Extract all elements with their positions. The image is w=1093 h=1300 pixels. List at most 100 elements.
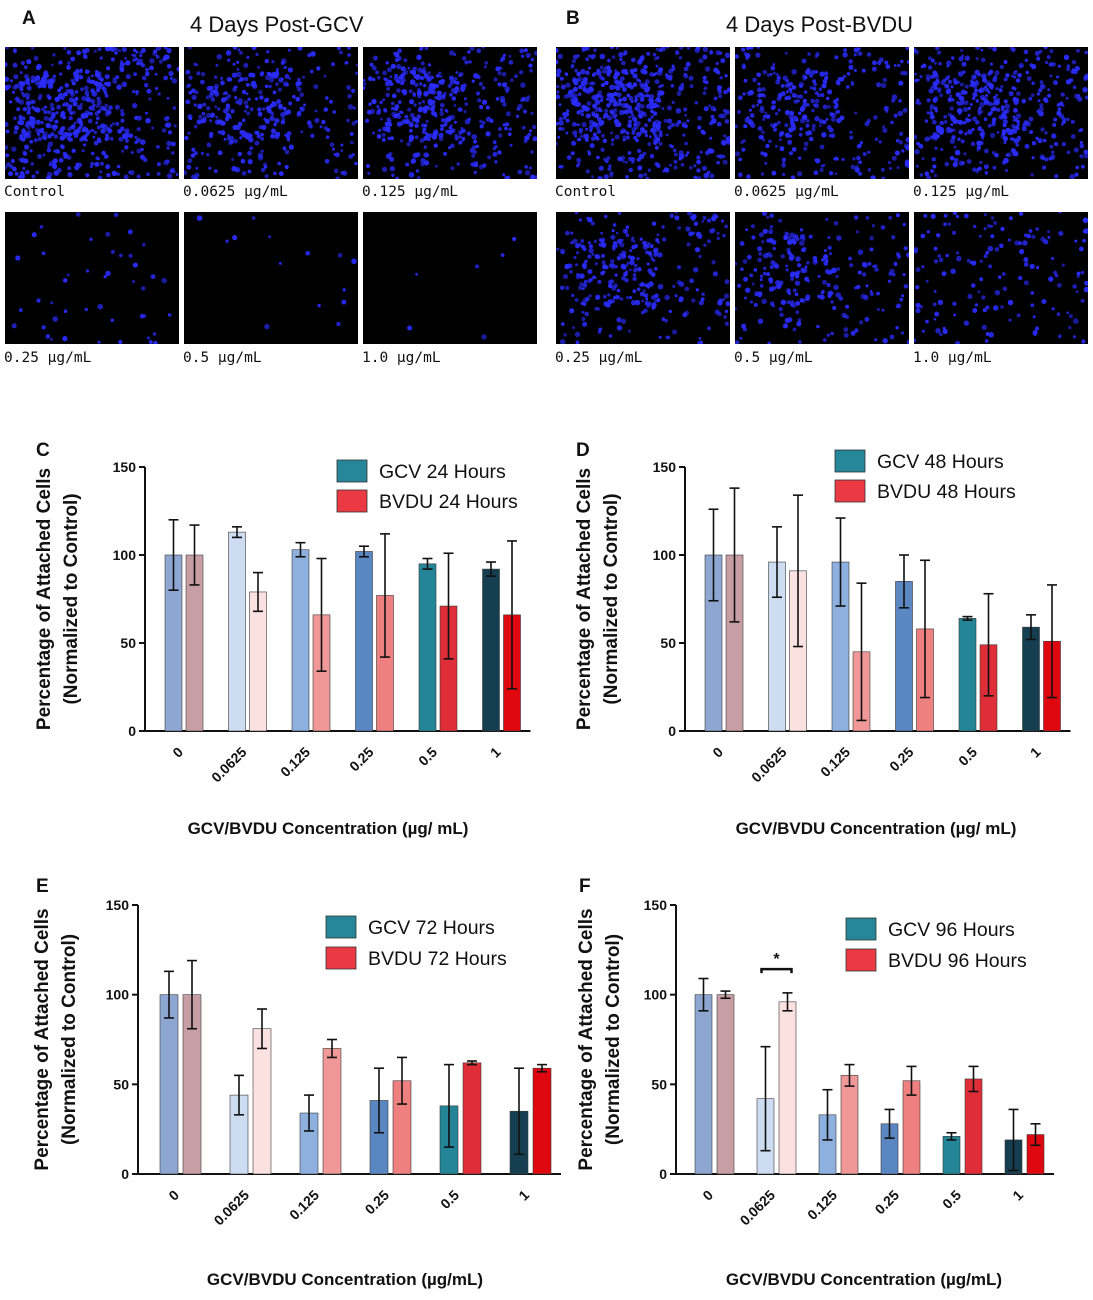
micrograph-a-1 bbox=[184, 47, 358, 179]
bar-gcv bbox=[291, 549, 310, 732]
bar-bvdu bbox=[716, 994, 735, 1175]
panel-letter-b: B bbox=[566, 8, 580, 29]
legend-swatch-bvdu bbox=[845, 948, 877, 972]
y-tick-label: 100 bbox=[653, 547, 677, 563]
nuclei-image bbox=[363, 47, 537, 179]
y-tick-label: 150 bbox=[113, 459, 137, 475]
y-tick-label: 50 bbox=[651, 1076, 667, 1092]
y-tick-label: 50 bbox=[113, 1076, 129, 1092]
legend-swatch-bvdu bbox=[834, 479, 866, 503]
micrograph-b-3 bbox=[556, 212, 730, 344]
bar-bvdu bbox=[249, 591, 267, 732]
y-axis-label-sub: (Normalized to Control) bbox=[59, 934, 80, 1145]
nuclei-image bbox=[5, 47, 179, 179]
legend-swatch-bvdu bbox=[325, 946, 357, 970]
x-tick-label: 0.25 bbox=[346, 744, 377, 775]
x-tick-label: 0.0625 bbox=[737, 1187, 779, 1229]
y-tick-label: 100 bbox=[644, 987, 668, 1003]
significance-star: * bbox=[773, 951, 780, 968]
nuclei-image bbox=[556, 47, 730, 179]
x-tick-label: 1 bbox=[1009, 1187, 1026, 1204]
micrograph-a-3 bbox=[5, 212, 179, 344]
y-tick-label: 150 bbox=[644, 897, 668, 913]
x-tick-label: 0.125 bbox=[277, 744, 313, 780]
x-tick-label: 0.5 bbox=[939, 1187, 964, 1212]
y-tick-label: 0 bbox=[668, 723, 676, 739]
micrograph-a-0 bbox=[5, 47, 179, 179]
y-tick-label: 50 bbox=[120, 635, 136, 651]
x-tick-label: 0.5 bbox=[437, 1187, 462, 1212]
nuclei-image bbox=[735, 47, 909, 179]
y-axis-label-sub: (Normalized to Control) bbox=[603, 934, 624, 1145]
micrograph-b-2 bbox=[914, 47, 1088, 179]
panel-letter: F bbox=[579, 876, 591, 897]
chart-f: F 0 50 100 150 0 0.0625 0.125 0.25 0.5 1 * Percentag… bbox=[576, 876, 1054, 1289]
micrograph-a-2 bbox=[363, 47, 537, 179]
x-tick-label: 0.25 bbox=[362, 1187, 393, 1218]
x-tick-label: 1 bbox=[1027, 744, 1044, 761]
bar-gcv bbox=[942, 1136, 961, 1175]
bar-gcv bbox=[159, 994, 179, 1175]
legend-label-bvdu: BVDU 96 Hours bbox=[888, 950, 1027, 972]
x-tick-label: 0 bbox=[699, 1187, 716, 1204]
y-tick-label: 0 bbox=[128, 723, 136, 739]
bar-gcv bbox=[482, 568, 500, 732]
panel-letter: D bbox=[576, 440, 590, 461]
micrograph-label: 0.5 µg/mL bbox=[183, 350, 262, 366]
micrograph-b-5 bbox=[914, 212, 1088, 344]
nuclei-image bbox=[184, 47, 358, 179]
micrograph-label: 0.25 µg/mL bbox=[4, 350, 92, 366]
micrograph-label: 1.0 µg/mL bbox=[362, 350, 441, 366]
y-axis-label-sub: (Normalized to Control) bbox=[61, 493, 82, 704]
panel-a-title: 4 Days Post-GCV bbox=[190, 12, 364, 37]
micrograph-label: 0.125 µg/mL bbox=[362, 184, 459, 200]
bar-bvdu bbox=[462, 1062, 482, 1175]
x-tick-label: 0 bbox=[169, 744, 186, 761]
x-tick-label: 0.5 bbox=[415, 744, 440, 769]
legend-label-gcv: GCV 24 Hours bbox=[379, 461, 506, 483]
legend-label-gcv: GCV 96 Hours bbox=[888, 919, 1015, 941]
legend-label-gcv: GCV 48 Hours bbox=[877, 451, 1004, 473]
micrograph-label: 1.0 µg/mL bbox=[913, 350, 992, 366]
chart-d: D 0 50 100 150 0 0.0625 0.125 0.25 0.5 1 Percentage… bbox=[574, 440, 1071, 838]
nuclei-image bbox=[407, 236, 517, 340]
micrograph-label: 0.125 µg/mL bbox=[913, 184, 1010, 200]
y-tick-label: 0 bbox=[659, 1166, 667, 1182]
bar-gcv bbox=[355, 551, 373, 732]
x-axis-label: GCV/BVDU Concentration (µg/mL) bbox=[726, 1270, 1002, 1289]
x-axis-label: GCV/BVDU Concentration (µg/ mL) bbox=[736, 819, 1017, 838]
x-tick-label: 0.0625 bbox=[748, 744, 790, 786]
x-tick-label: 0 bbox=[165, 1187, 182, 1204]
legend-swatch-gcv bbox=[834, 449, 866, 473]
micrograph-b-4 bbox=[735, 212, 909, 344]
y-tick-label: 50 bbox=[660, 635, 676, 651]
bar-bvdu bbox=[322, 1048, 342, 1175]
legend-swatch-bvdu bbox=[336, 489, 368, 513]
bar-gcv bbox=[228, 531, 246, 732]
bar-gcv bbox=[418, 563, 437, 732]
legend-swatch-gcv bbox=[325, 915, 357, 939]
micrograph-a-5 bbox=[363, 212, 537, 344]
panel-letter: C bbox=[36, 440, 50, 461]
y-tick-label: 100 bbox=[113, 547, 137, 563]
x-axis-label: GCV/BVDU Concentration (µg/ mL) bbox=[188, 819, 469, 838]
nuclei-image bbox=[11, 212, 172, 344]
nuclei-image bbox=[914, 212, 1088, 344]
x-tick-label: 0.125 bbox=[804, 1187, 840, 1223]
x-tick-label: 0.125 bbox=[817, 744, 853, 780]
bar-gcv bbox=[694, 994, 713, 1175]
y-tick-label: 150 bbox=[106, 897, 130, 913]
micrograph-a-4 bbox=[184, 212, 358, 344]
bar-bvdu bbox=[532, 1067, 552, 1175]
x-tick-label: 0.5 bbox=[955, 744, 980, 769]
legend-label-gcv: GCV 72 Hours bbox=[368, 917, 495, 939]
y-axis-label: Percentage of Attached Cells bbox=[576, 908, 597, 1170]
y-axis-label-sub: (Normalized to Control) bbox=[601, 493, 622, 704]
micrograph-b-1 bbox=[735, 47, 909, 179]
x-tick-label: 0.0625 bbox=[208, 744, 250, 786]
y-axis-label: Percentage of Attached Cells bbox=[32, 908, 53, 1170]
x-tick-label: 1 bbox=[515, 1187, 532, 1204]
micrograph-label: Control bbox=[555, 184, 617, 200]
bar-bvdu bbox=[778, 1001, 797, 1175]
